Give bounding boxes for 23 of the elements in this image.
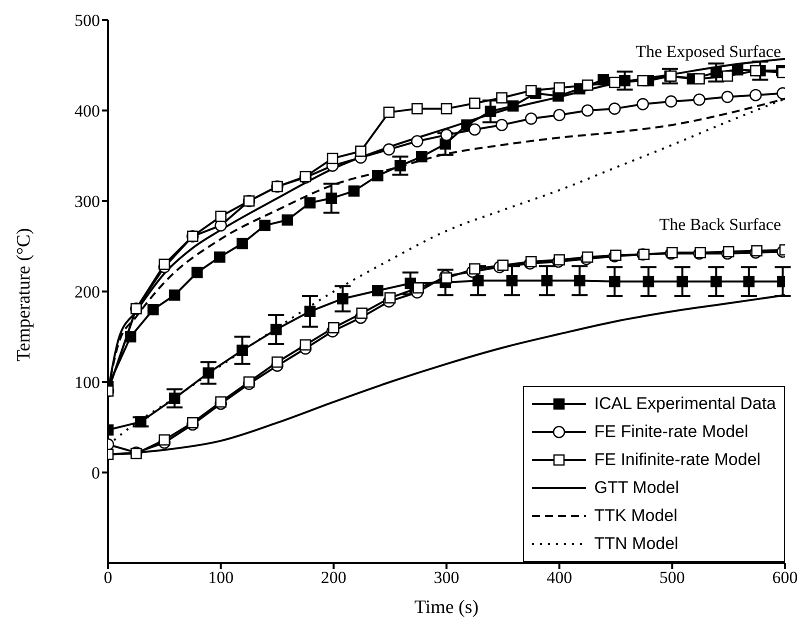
x-tick-label: 0 xyxy=(104,568,112,588)
x-tick-label: 500 xyxy=(659,568,685,588)
x-tick-label: 100 xyxy=(208,568,234,588)
legend-label: FE Inifinite-rate Model xyxy=(594,450,761,470)
x-tick-label: 300 xyxy=(434,568,460,588)
y-tick-label: 500 xyxy=(74,11,100,30)
legend-label: TTK Model xyxy=(594,506,678,526)
y-tick-label: 100 xyxy=(74,373,100,392)
y-tick-label: 300 xyxy=(74,192,100,212)
x-tick-label: 600 xyxy=(772,568,798,588)
x-tick-label: 200 xyxy=(320,568,346,588)
legend-label: ICAL Experimental Data xyxy=(594,394,776,414)
y-tick-label: 0 xyxy=(92,464,100,483)
y-axis-title: Temperature (°C) xyxy=(14,228,35,362)
legend-label: GTT Model xyxy=(594,478,679,498)
y-tick-label: 400 xyxy=(74,102,100,121)
annotation: The Back Surface xyxy=(659,215,781,235)
x-tick-label: 400 xyxy=(546,568,572,588)
legend-label: FE Finite-rate Model xyxy=(594,422,748,442)
x-axis-title: Time (s) xyxy=(414,597,479,618)
annotation: The Exposed Surface xyxy=(636,42,781,62)
legend-label: TTN Model xyxy=(594,534,678,554)
y-tick-label: 200 xyxy=(74,282,100,302)
